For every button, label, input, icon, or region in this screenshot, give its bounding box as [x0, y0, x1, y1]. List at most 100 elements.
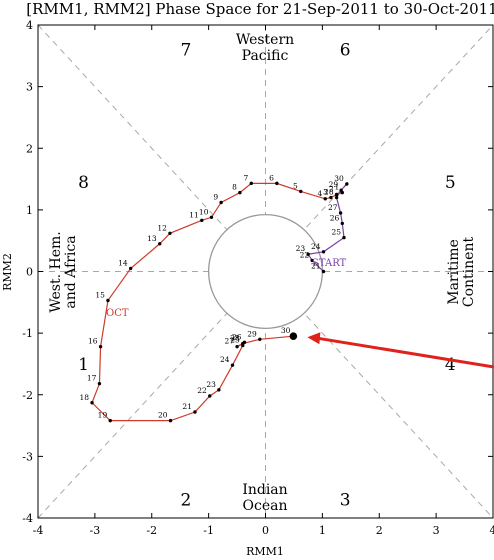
x-tick-label: -4 — [33, 524, 44, 537]
y-axis-label: RMM2 — [1, 253, 14, 291]
track-point-label: 29 — [247, 329, 257, 338]
track-point-label: 30 — [281, 326, 291, 335]
track-point-label: 15 — [95, 290, 105, 299]
track-point-label: 8 — [232, 183, 237, 192]
track-point-label: 23 — [206, 380, 216, 389]
track-point-label: 26 — [232, 332, 242, 341]
region-left-line1: West. Hem. — [48, 231, 64, 312]
region-right-line2: Continent — [461, 237, 477, 308]
track-point-label: 27 — [328, 203, 338, 212]
y-tick-label: 3 — [26, 81, 33, 94]
track-point-label: 20 — [158, 411, 168, 420]
y-tick-label: 0 — [26, 266, 33, 279]
track-point-label: 27 — [225, 337, 235, 346]
y-tick-label: 1 — [26, 204, 33, 217]
track-point — [217, 388, 221, 392]
track-point-label: 25 — [331, 228, 341, 237]
phase-label-5: 5 — [445, 173, 456, 193]
track-point — [340, 190, 344, 195]
region-bottom-line1: Indian — [242, 482, 287, 498]
track-point-label: 29 — [329, 180, 339, 189]
phase-label-6: 6 — [340, 41, 351, 61]
track-point-label: 17 — [87, 374, 97, 383]
x-tick-label: -2 — [146, 524, 157, 537]
highlight-arrow — [289, 332, 494, 369]
track-point — [340, 221, 344, 226]
region-labels: Western Pacific Indian Ocean West. Hem. … — [48, 32, 477, 514]
track-point-label: 30 — [334, 174, 344, 183]
phase-label-8: 8 — [78, 173, 89, 193]
track-point-label: 18 — [79, 393, 89, 402]
y-tick-label: -1 — [22, 327, 33, 340]
track-point — [334, 192, 339, 197]
track-point-label: 22 — [197, 386, 207, 395]
track-point-label: 11 — [189, 210, 199, 219]
phase-label-2: 2 — [180, 491, 191, 511]
x-tick-label: 2 — [376, 524, 383, 537]
x-tick-label: 4 — [490, 524, 494, 537]
region-right-line1: Maritime — [446, 239, 462, 305]
chart-title: [RMM1, RMM2] Phase Space for 21-Sep-2011… — [26, 0, 494, 18]
track-point-label: 21 — [182, 402, 192, 411]
track-point-label: 28 — [324, 188, 334, 197]
y-tick-label: 2 — [26, 142, 33, 155]
track-point — [310, 258, 314, 263]
phase-label-1: 1 — [78, 355, 89, 375]
track-point — [235, 344, 239, 349]
track-point — [208, 394, 212, 398]
track-point — [299, 189, 303, 194]
track-point-label: 5 — [293, 181, 298, 190]
arrow-shaft — [317, 336, 494, 369]
track-point-label: 24 — [220, 355, 230, 364]
track-point-label: 19 — [98, 411, 108, 420]
track-point — [345, 182, 349, 186]
oct-month-label: OCT — [106, 308, 129, 319]
track-point-label: 24 — [311, 242, 321, 251]
track-point — [168, 231, 172, 235]
track-point — [321, 269, 326, 274]
x-axis-label: RMM1 — [246, 545, 284, 558]
track-point-label: 21 — [311, 262, 321, 271]
track-point-label: 10 — [199, 207, 209, 216]
track-point-label: 2 — [329, 184, 334, 193]
track-point-label: 3 — [323, 188, 328, 197]
track-point-label: 25 — [230, 335, 240, 344]
track-point-label: 26 — [330, 213, 340, 222]
track-point — [158, 242, 162, 246]
track-point — [321, 250, 326, 254]
y-tick-label: -3 — [22, 450, 33, 463]
track-point-label: 4 — [317, 189, 322, 198]
y-tick-label: 4 — [26, 19, 33, 32]
track-point-label: 16 — [88, 337, 98, 346]
x-tick-label: -1 — [203, 524, 214, 537]
region-bottom-line2: Ocean — [243, 498, 288, 514]
track-point-label: 9 — [213, 192, 218, 201]
track-point-label: 7 — [244, 173, 249, 182]
y-tick-label: -4 — [22, 512, 33, 525]
track-point — [342, 235, 346, 240]
y-tick-label: -2 — [22, 389, 33, 402]
track-point — [275, 181, 279, 186]
track-point — [129, 266, 133, 271]
track-point — [168, 418, 173, 423]
track-point-label: 28 — [230, 334, 240, 343]
track-point — [249, 181, 253, 186]
track-point-label: 14 — [118, 258, 128, 267]
track-point — [230, 363, 235, 367]
track-point — [241, 341, 245, 346]
track-point — [329, 195, 333, 200]
unit-circle — [207, 213, 324, 330]
region-top-line1: Western — [236, 32, 294, 48]
track-point — [108, 418, 112, 423]
track-point-label: 1 — [335, 183, 340, 192]
track-point — [97, 381, 102, 386]
track-point-label: 12 — [157, 223, 167, 232]
track-point — [219, 200, 223, 205]
phase-label-4: 4 — [445, 355, 456, 375]
region-top-line2: Pacific — [242, 48, 289, 64]
track-point — [90, 401, 94, 405]
track-point-label: 22 — [300, 250, 310, 259]
